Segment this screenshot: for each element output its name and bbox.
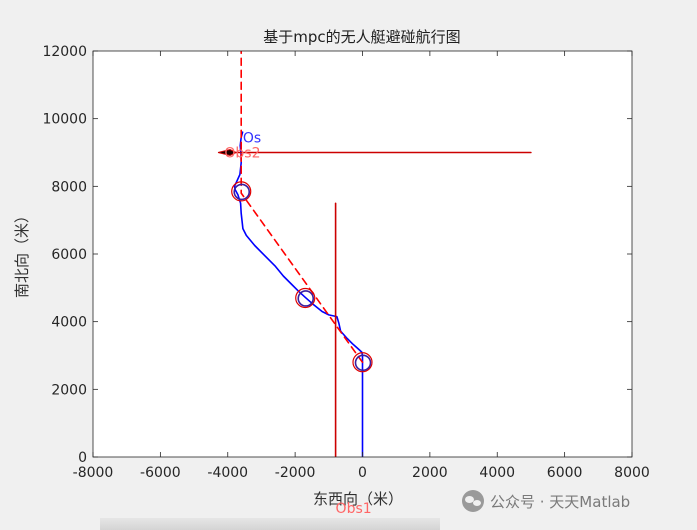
x-tick-label: 0: [358, 465, 367, 481]
waypoint-ship-1: [354, 354, 372, 372]
waypoint-circle-2: [295, 287, 316, 309]
series-line-own-ship-planned-route: [240, 51, 364, 364]
x-tick-label: 6000: [547, 465, 583, 481]
x-axis-label: 东西向（米）: [313, 490, 403, 508]
y-tick-label: 12000: [42, 44, 87, 60]
chart-title: 基于mpc的无人艇避碰航行图: [263, 28, 460, 46]
series-layer: [227, 51, 532, 457]
y-axis-label: 南北向（米）: [13, 208, 31, 298]
annotation-obs2: Obs2: [224, 146, 260, 162]
waypoint-ship-2: [297, 290, 315, 307]
watermark: 公众号 · 天天Matlab: [462, 490, 630, 512]
x-tick-label: 2000: [412, 465, 448, 481]
annotation-obs1: Obs1: [336, 501, 372, 517]
x-tick-label: -4000: [207, 465, 248, 481]
own-ship-marker: [217, 148, 238, 157]
x-tick-label: -2000: [275, 465, 316, 481]
window-bottom-strip: [100, 518, 440, 530]
y-tick-label: 6000: [51, 247, 87, 263]
y-tick-label: 4000: [51, 315, 87, 331]
annotation-os: Os: [243, 130, 261, 146]
waypoint-ship-3: [233, 183, 251, 201]
x-tick-label: 4000: [479, 465, 515, 481]
series-line-own-ship-track: [233, 131, 364, 457]
axes-layer: -8000 -6000 -4000 -2000 0 2000 4000 6000 8000 0 20…: [42, 44, 649, 481]
x-tick-label: 8000: [614, 465, 650, 481]
y-tick-label: 10000: [42, 112, 87, 128]
y-tick-label: 0: [78, 450, 87, 466]
marker-layer: [217, 148, 373, 373]
waypoint-circle-1: [352, 352, 373, 373]
x-tick-label: -8000: [73, 465, 114, 481]
watermark-text: 公众号 · 天天Matlab: [490, 492, 631, 511]
waypoint-circle-3: [231, 181, 252, 202]
y-tick-label: 8000: [51, 179, 87, 195]
y-tick-label: 2000: [51, 382, 87, 398]
x-tick-label: -6000: [140, 465, 181, 481]
wechat-icon: [462, 490, 484, 512]
